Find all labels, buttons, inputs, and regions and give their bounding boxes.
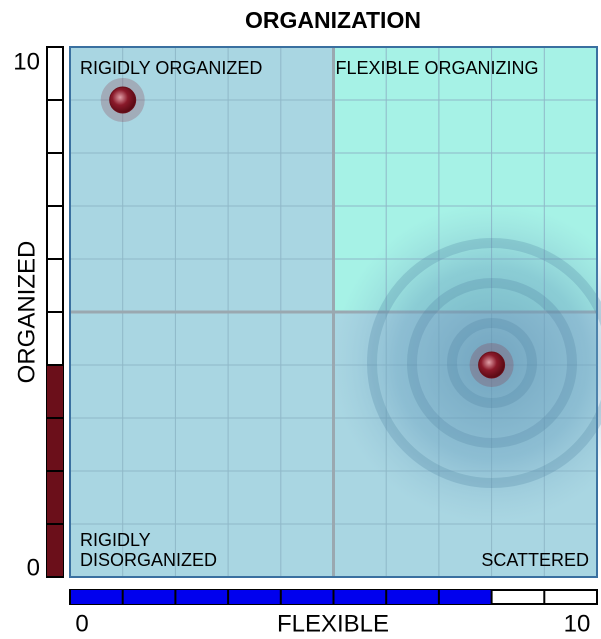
halo: [332, 203, 601, 523]
chart-title: ORGANIZATION: [245, 7, 421, 33]
quadrant-label: FLEXIBLE ORGANIZING: [336, 58, 539, 78]
x-tick-label: 10: [564, 610, 591, 637]
y-axis-label: ORGANIZED: [13, 241, 40, 384]
point: [109, 86, 137, 114]
quadrant-label: SCATTERED: [481, 550, 589, 570]
quadrant-label: RIGIDLY ORGANIZED: [80, 58, 262, 78]
y-tick-label: 10: [13, 48, 40, 75]
quadrant-label: DISORGANIZED: [80, 550, 217, 570]
x-axis-label: FLEXIBLE: [277, 610, 389, 637]
y-tick-label: 0: [27, 554, 40, 581]
x-tick-label: 0: [75, 610, 88, 637]
quadrant-label: RIGIDLY: [80, 530, 151, 550]
point: [478, 351, 506, 379]
